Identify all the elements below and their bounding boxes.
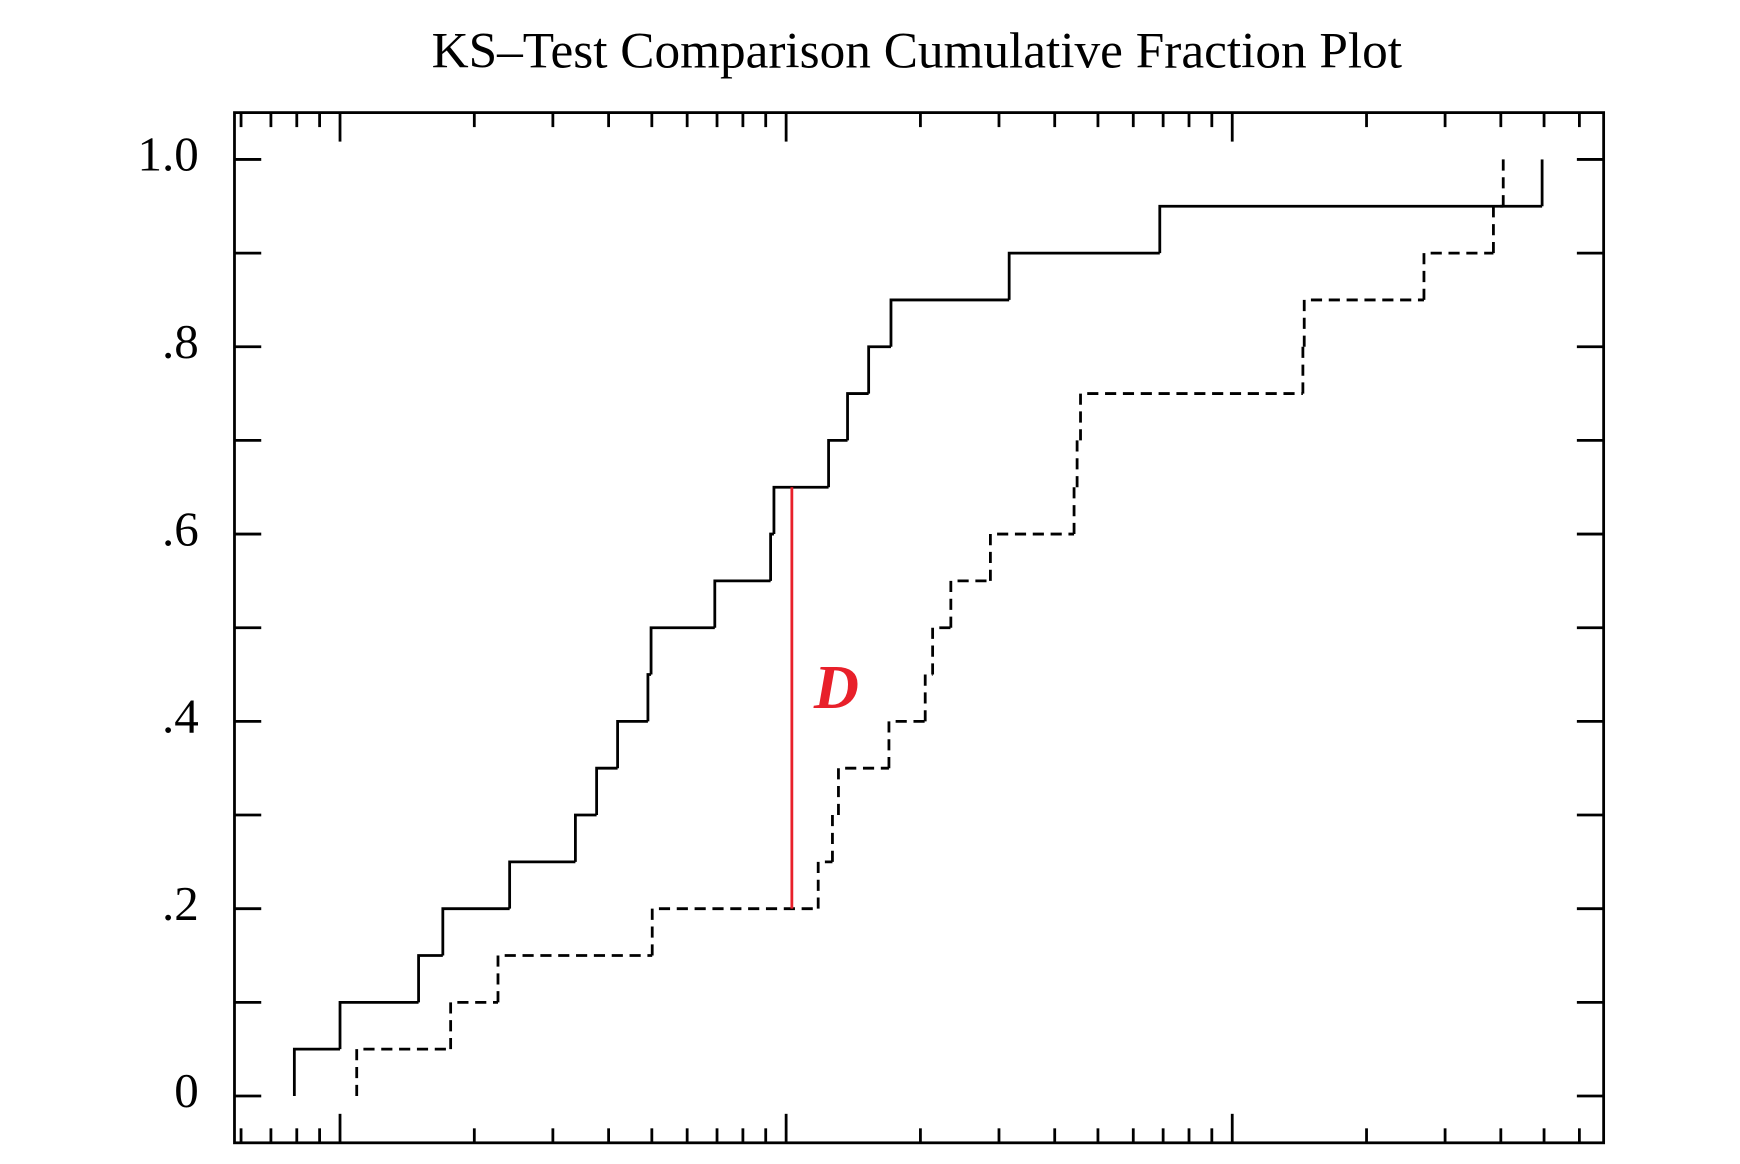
cdf-step	[1301, 345, 1305, 394]
cdf-step	[837, 766, 889, 816]
cdf-step	[1422, 251, 1494, 300]
cdf-step	[649, 626, 715, 675]
x-tick-label: 1	[781, 1160, 806, 1164]
cdf-step	[772, 485, 829, 535]
cdf-step	[769, 532, 774, 581]
cdf-step	[989, 532, 1075, 581]
cdf-step	[595, 766, 618, 816]
cdf-step	[646, 673, 652, 722]
cdf-step	[1302, 298, 1424, 347]
cdf-step	[508, 860, 576, 909]
cdf-step	[949, 579, 991, 628]
cdf-step	[417, 954, 443, 1003]
cdf-step	[889, 298, 1010, 347]
d-label: D	[813, 652, 859, 722]
cdf-step	[887, 719, 926, 769]
chart-title: KS–Test Comparison Cumulative Fraction P…	[432, 23, 1402, 80]
cdf-step	[827, 439, 848, 488]
cdf-step	[816, 860, 833, 909]
y-tick-label: .2	[162, 876, 199, 931]
cdf-step	[923, 673, 933, 722]
x-tick-label: 10	[1214, 1160, 1263, 1164]
cdf-step	[338, 1000, 419, 1050]
cdf-step	[496, 954, 653, 1003]
y-tick-label: 0	[174, 1063, 199, 1118]
cdf-step	[574, 813, 597, 862]
cdf-step	[1492, 204, 1504, 254]
y-tick-label: .8	[162, 314, 199, 369]
cdf-step	[1007, 251, 1160, 300]
plot-frame	[233, 111, 1606, 1145]
cdf-step	[1158, 204, 1543, 254]
y-tick-label: .6	[162, 501, 199, 556]
cdf-step	[867, 345, 891, 394]
y-tick-label: 1.0	[137, 127, 198, 182]
cdf-step	[1075, 439, 1081, 488]
cdf-step	[650, 907, 819, 956]
x-tick-label: .1	[328, 1160, 365, 1164]
cdf-step	[292, 1047, 341, 1096]
cdf-step	[713, 579, 771, 628]
cdf-step	[449, 1000, 498, 1050]
cdf-step	[355, 1047, 451, 1096]
cdf-step	[441, 907, 510, 956]
cdf-step	[831, 813, 839, 862]
cdf-step	[846, 392, 869, 441]
cdf-step	[1072, 485, 1078, 535]
y-tick-label: .4	[162, 689, 199, 744]
cdf-step	[1079, 392, 1303, 441]
cdf-step	[616, 719, 648, 769]
cdf-step	[931, 626, 951, 675]
